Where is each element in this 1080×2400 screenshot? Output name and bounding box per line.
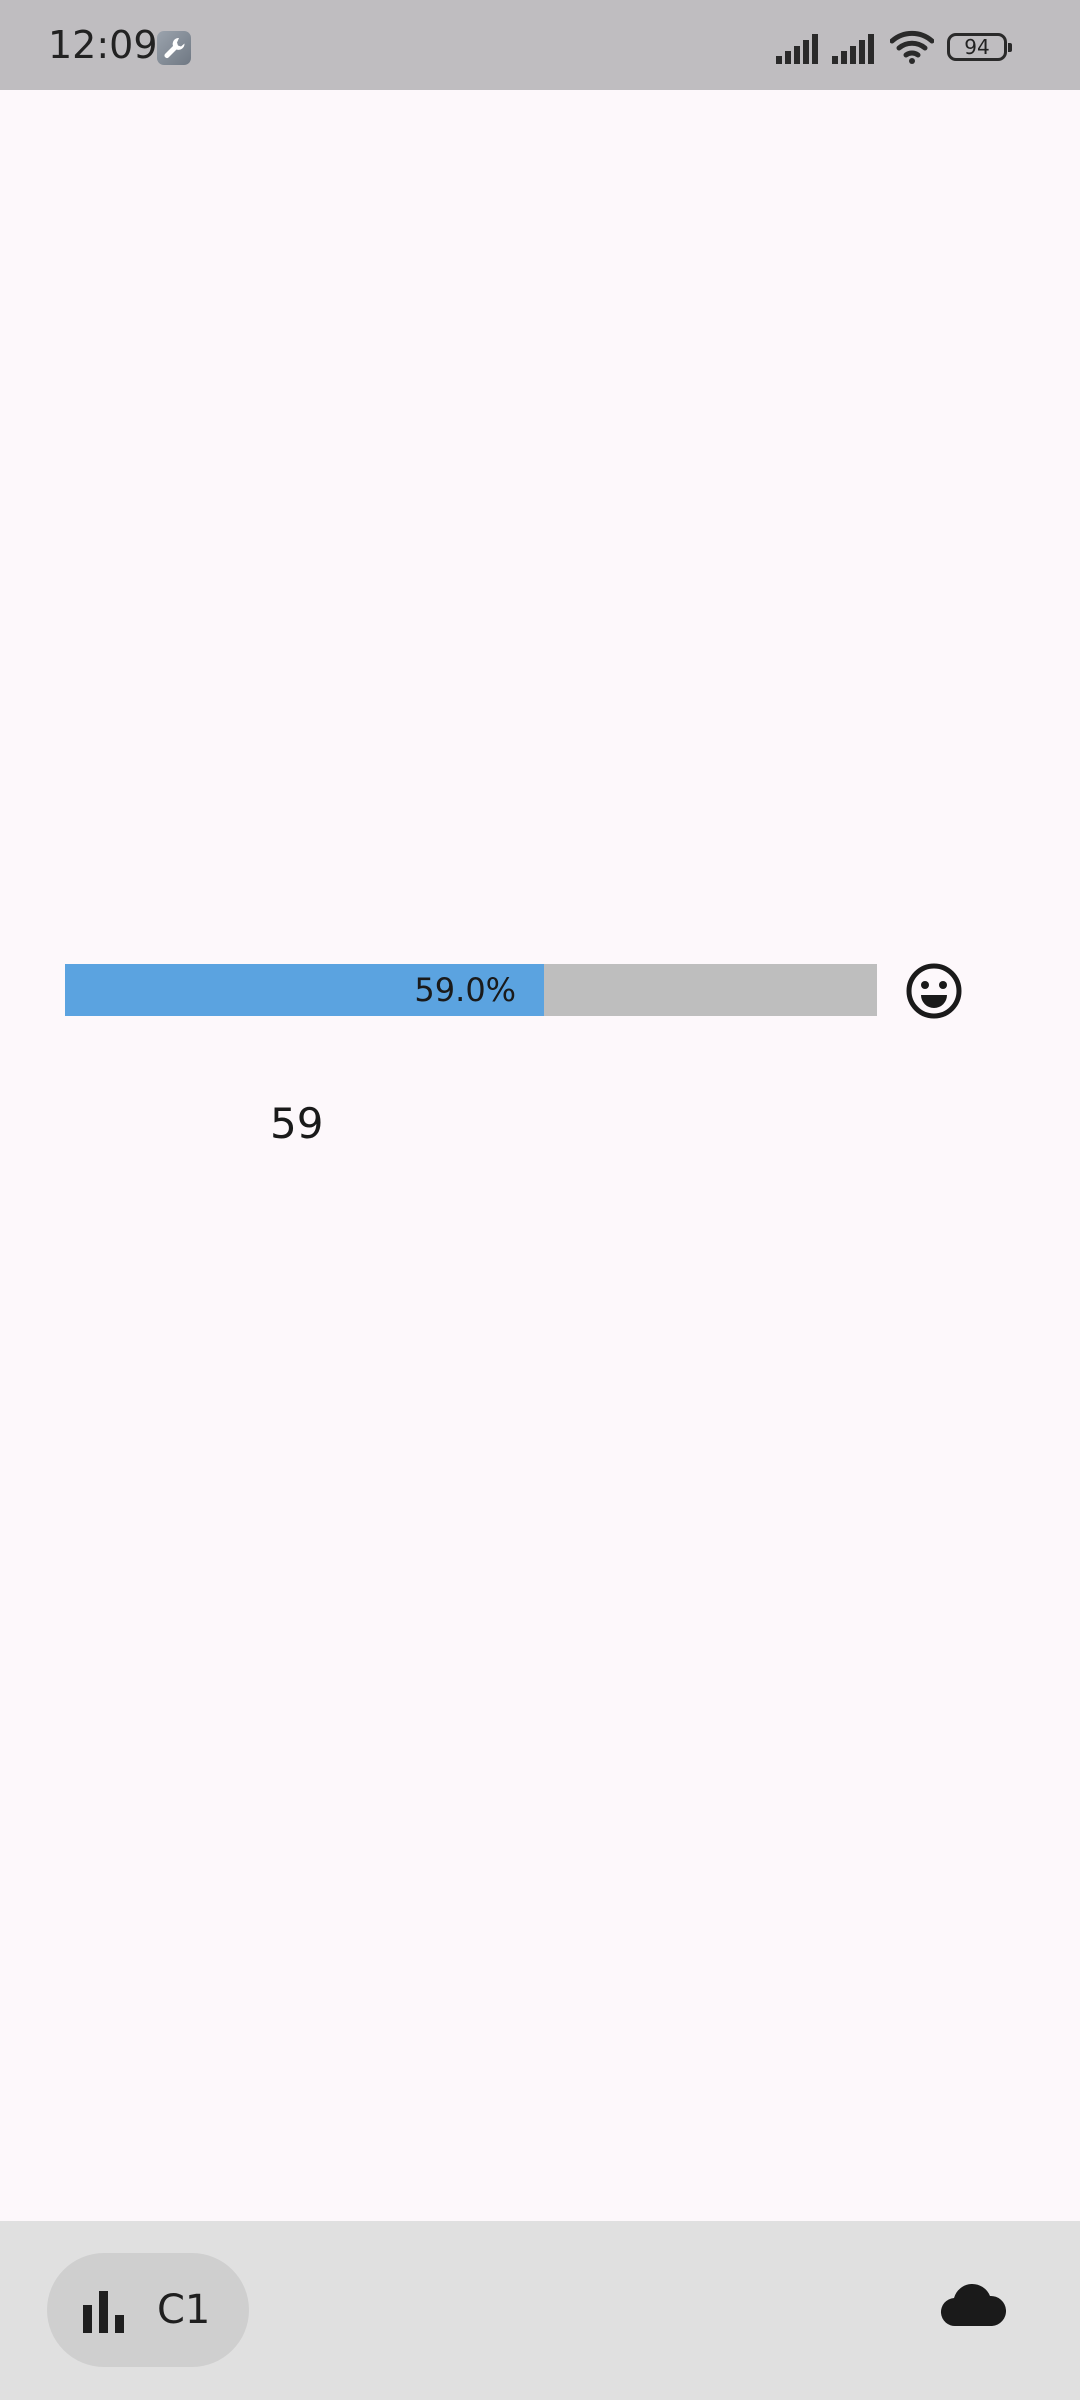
progress-bar: 59.0%	[65, 964, 877, 1016]
battery-level: 94	[964, 35, 990, 59]
bar-chart-icon	[83, 2291, 124, 2333]
cloud-icon[interactable]	[940, 2283, 1006, 2327]
smiley-icon[interactable]	[905, 962, 963, 1020]
chart-c1-button[interactable]: C1	[47, 2253, 249, 2367]
progress-label: 59.0%	[414, 971, 517, 1009]
signal-icon	[776, 34, 818, 64]
status-time: 12:09	[48, 23, 158, 67]
progress-fill: 59.0%	[65, 964, 545, 1016]
battery-icon: 94	[947, 33, 1012, 61]
bottom-navigation: C1	[0, 2221, 1080, 2400]
signal-icon	[832, 34, 874, 64]
value-display: 59	[270, 1099, 324, 1148]
chip-label: C1	[157, 2287, 211, 2333]
wrench-icon	[157, 31, 191, 65]
wifi-icon	[890, 30, 934, 64]
status-bar: 12:09 94	[0, 0, 1080, 90]
